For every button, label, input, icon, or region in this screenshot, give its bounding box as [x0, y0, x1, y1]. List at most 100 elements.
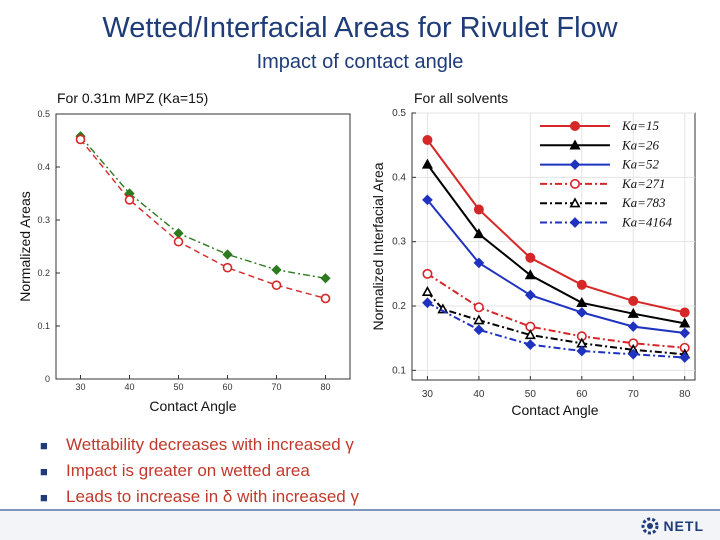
series-line: [426, 199, 685, 334]
bullet-item: ■ Impact is greater on wetted area: [40, 458, 359, 484]
bullet-text: Impact is greater on wetted area: [66, 461, 310, 480]
data-point-triangle: [679, 317, 691, 328]
data-point-diamond: [679, 327, 691, 339]
data-point-diamond: [627, 321, 639, 332]
left-chart-label: For 0.31m MPZ (Ka=15): [57, 90, 209, 106]
x-axis-label: Contact Angle: [149, 398, 236, 414]
left-chart: 30 40 50 60 70 80 0 0.1 0.2 0.3 0.4 0.5 Contact Angl…: [17, 109, 351, 414]
data-point-circle: [679, 307, 690, 318]
data-point-triangle: [524, 269, 536, 280]
data-point-circle: [576, 279, 587, 290]
y-axis-label: Normalized Areas: [17, 191, 33, 302]
data-point-diamond: [576, 345, 588, 357]
data-point-diamond: [320, 273, 331, 284]
legend-label: Ka=4164: [621, 215, 672, 230]
series-line: [79, 135, 326, 279]
data-point-triangle: [524, 329, 536, 340]
x-tick-label: 40: [124, 382, 134, 392]
data-point-triangle: [421, 286, 433, 297]
square-bullet-icon: ■: [40, 438, 48, 453]
data-point-diamond: [473, 324, 485, 336]
x-tick-label: 60: [222, 382, 232, 392]
bullet-item: ■ Wettability decreases with increased γ: [40, 432, 359, 458]
y-tick-label: 0.2: [392, 301, 406, 312]
x-tick-label: 50: [173, 382, 183, 392]
data-point-triangle: [473, 314, 485, 325]
plot-frame: [55, 113, 351, 380]
right-chart-label: For all solvents: [414, 90, 509, 106]
data-point-circle: [271, 280, 282, 290]
series-line: [79, 138, 326, 300]
square-bullet-icon: ■: [40, 490, 48, 505]
legend: Ka=15 Ka=26 Ka=52 Ka=271 Ka=783 Ka=4164: [540, 118, 672, 230]
data-point-diamond: [627, 348, 639, 360]
data-point-diamond: [222, 249, 233, 260]
data-point-circle: [222, 262, 233, 273]
bullet-text: Leads to increase in δ with increased γ: [66, 487, 359, 506]
y-tick-label: 0.5: [392, 108, 406, 119]
series-ka-4164: [422, 297, 691, 363]
data-point-diamond: [422, 297, 433, 309]
data-point-circle: [569, 121, 580, 132]
right-chart: 30 40 50 60 70 80 0.1 0.2 0.3 0.4 0.5 Contact Angle…: [370, 108, 696, 418]
series-ka-52: [422, 194, 691, 339]
series-green-diamond: [75, 131, 331, 284]
plot-frame: [411, 112, 696, 381]
y-axis-label: Normalized Interfacial Area: [370, 162, 386, 330]
y-tick-label: 0.5: [37, 109, 50, 119]
data-point-circle: [569, 178, 580, 189]
data-point-circle: [422, 135, 433, 146]
series-line: [426, 272, 685, 349]
slide-subtitle: Impact of contact angle: [256, 51, 464, 73]
series-line: [426, 139, 685, 314]
footer-rule: [0, 509, 720, 511]
data-point-diamond: [525, 289, 536, 301]
data-point-circle: [525, 252, 536, 263]
data-point-circle: [124, 195, 135, 205]
data-point-circle: [628, 295, 639, 306]
series-line: [426, 301, 685, 359]
bullet-text: Wettability decreases with increased γ: [66, 435, 354, 454]
data-point-triangle: [576, 296, 588, 307]
data-point-circle: [473, 302, 484, 313]
data-point-triangle: [627, 307, 639, 318]
data-point-diamond: [473, 257, 485, 269]
x-tick-label: 70: [271, 382, 281, 392]
data-point-diamond: [576, 307, 588, 318]
series-ka-271: [422, 268, 690, 353]
y-tick-label: 0.1: [392, 365, 406, 376]
legend-label: Ka=52: [621, 157, 659, 172]
series-line: [426, 163, 685, 325]
data-point-diamond: [569, 217, 581, 228]
x-tick-label: 40: [473, 389, 485, 400]
y-tick-label: 0.3: [392, 237, 406, 248]
netl-logo: NETL: [640, 516, 704, 536]
data-point-triangle: [421, 158, 433, 169]
data-point-circle: [422, 268, 433, 279]
data-point-diamond: [569, 159, 581, 170]
square-bullet-icon: ■: [40, 464, 48, 479]
logo-text: NETL: [663, 518, 704, 534]
legend-label: Ka=783: [621, 195, 666, 210]
series-ka-26: [421, 158, 691, 328]
x-tick-label: 80: [679, 389, 691, 400]
data-point-circle: [473, 204, 484, 215]
gear-logo-icon: [641, 517, 659, 535]
y-tick-label: 0.3: [37, 215, 50, 225]
bullet-item: ■ Leads to increase in δ with increased γ: [40, 484, 359, 510]
x-axis-label: Contact Angle: [511, 402, 598, 418]
x-tick-label: 50: [525, 389, 537, 400]
data-point-diamond: [271, 264, 282, 275]
x-tick-label: 60: [576, 389, 588, 400]
data-point-triangle: [569, 139, 581, 150]
data-point-circle: [75, 134, 86, 145]
legend-label: Ka=271: [621, 176, 665, 191]
y-tick-label: 0.2: [37, 268, 50, 278]
series-red-circle: [75, 134, 331, 304]
x-tick-label: 80: [320, 382, 330, 392]
y-tick-label: 0: [45, 374, 50, 384]
x-tick-label: 70: [628, 389, 640, 400]
data-point-circle: [173, 236, 184, 247]
legend-label: Ka=15: [621, 118, 659, 133]
